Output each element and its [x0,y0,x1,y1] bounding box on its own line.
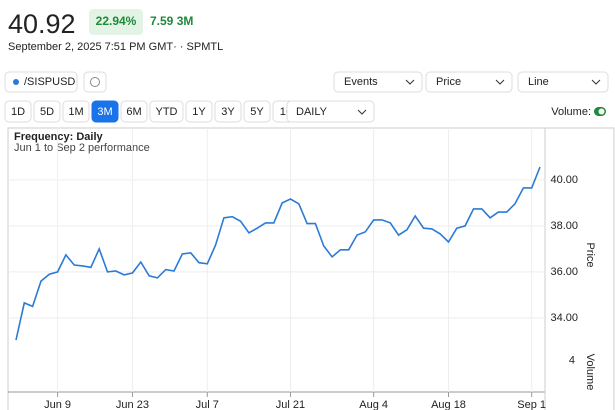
y2-tick-label: 4 [569,355,575,367]
change-badge [89,9,143,35]
chart-subtitle: Jun 1 to Sep 2 performance [14,142,150,154]
dropdown[interactable] [517,71,609,93]
price: 40.92 [8,9,76,39]
timestamp: September 2, 2025 7:51 PM GMT· · SPMTL [8,41,223,53]
price-line [15,166,541,341]
x-tick-label: Jul 21 [276,399,305,410]
y2-axis-label: Volume [584,354,596,391]
add-button[interactable] [83,71,107,93]
change: 22.94% [96,14,137,28]
dropdown[interactable] [333,71,423,93]
x-tick-label: Jul 7 [196,399,219,410]
range-button[interactable] [120,100,148,123]
chart-frame [7,127,615,410]
chevron [357,109,367,115]
chart-title: Frequency: Daily [14,131,104,143]
dropdown-label: Line [528,76,549,88]
x-tick-label: Aug 4 [359,399,388,410]
y-axis-label: Price [584,242,596,267]
y-tick-label: 36.00 [550,266,578,278]
chevron [591,79,601,85]
chevron [495,79,505,85]
symbol-dot [13,79,19,85]
range-label: 5Y [250,106,264,118]
interval-dropdown[interactable] [286,100,375,123]
x-tick-label: Sep 1 [517,399,546,410]
x-tick-label: Aug 18 [431,399,466,410]
range-button[interactable] [4,100,32,123]
symbol-chip[interactable] [4,71,78,93]
range-button[interactable] [185,100,213,123]
range-label: YTD [156,106,178,118]
range-button[interactable] [91,100,119,123]
range-button[interactable] [33,100,61,123]
toggle-knob [598,108,605,115]
range-label: 3M [97,106,112,118]
range-label: 1D [11,106,25,118]
range-label: 1Y [192,106,206,118]
change-label: 7.59 3M [150,14,193,28]
y-tick-label: 40.00 [550,174,578,186]
chevron [405,79,415,85]
range-label: 1M [68,106,83,118]
symbol: /SISPUSD [24,76,75,88]
dropdown-label: Price [436,76,461,88]
volume-toggle-label: Volume: [551,106,591,118]
dropdown[interactable] [425,71,513,93]
x-tick-label: Jun 23 [116,399,149,410]
dropdown-label: Events [344,76,378,88]
range-label: 5D [40,106,54,118]
range-label: 3Y [221,106,235,118]
range-button[interactable] [62,100,90,123]
interval: DAILY [296,106,328,118]
add-icon [90,77,100,87]
x-tick-label: Jun 9 [44,399,71,410]
range-button[interactable] [243,100,271,123]
y-tick-label: 34.00 [550,312,578,324]
range-button[interactable] [149,100,184,123]
y-tick-label: 38.00 [550,220,578,232]
range-button[interactable] [214,100,242,123]
range-label: 6M [126,106,141,118]
